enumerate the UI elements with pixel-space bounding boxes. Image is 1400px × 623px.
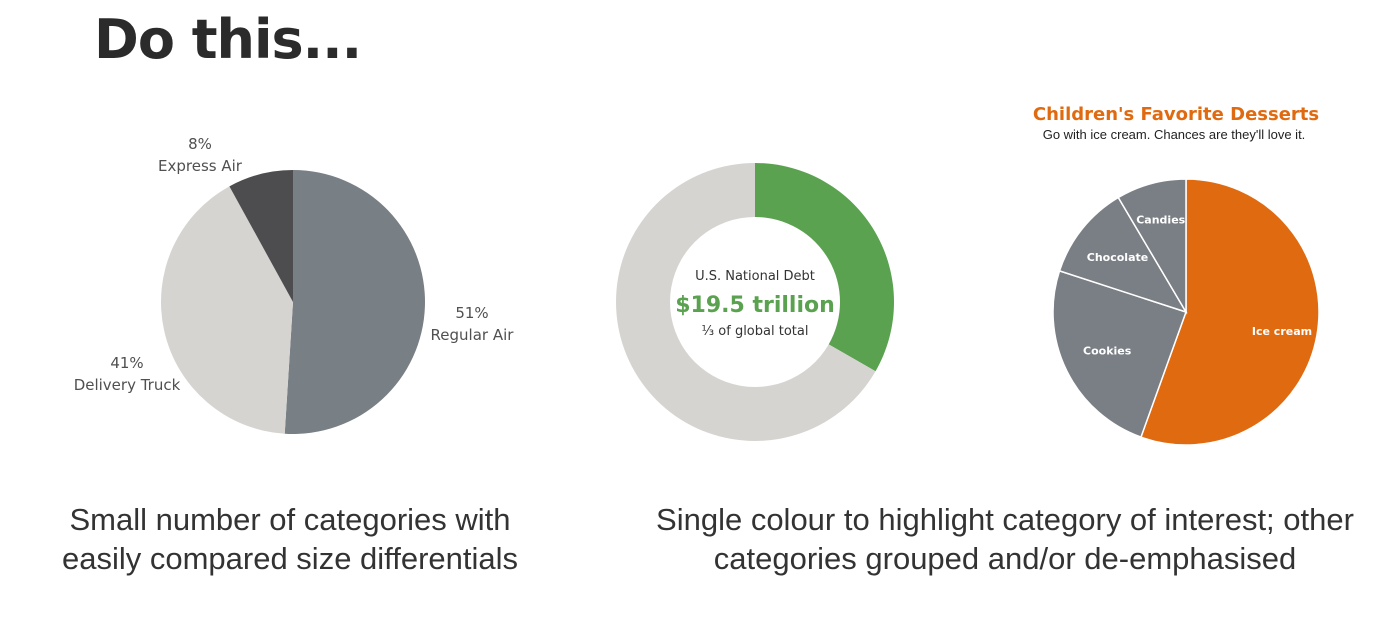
pie-label-cookies: Cookies: [1083, 345, 1132, 358]
desserts-chart-subtitle: Go with ice cream. Chances are they'll l…: [1043, 127, 1306, 142]
pie-percent-label-delivery-truck: 41%: [110, 354, 143, 372]
desserts-chart-title: Children's Favorite Desserts: [1033, 104, 1319, 125]
pie-percent-label-regular-air: 51%: [455, 304, 488, 322]
donut-title: U.S. National Debt: [695, 269, 815, 284]
donut-slice-rest-of-world: [616, 163, 876, 441]
donut-slice-u-s: [755, 163, 894, 372]
pie-category-label-delivery-truck: Delivery Truck: [74, 376, 181, 394]
donut-center-note: ⅓ of global total: [702, 324, 809, 339]
pie-slice-chocolate: [1058, 196, 1188, 314]
pie-label-candies: Candies: [1136, 214, 1185, 227]
pie-slice-cookies: [1052, 269, 1187, 439]
donut-center-value: $19.5 trillion: [675, 293, 835, 318]
pie-slice-ice-cream: [1139, 178, 1320, 446]
pie-slice-express-air: [229, 170, 293, 302]
pie-category-label-regular-air: Regular Air: [431, 326, 515, 344]
pie-slice-regular-air: [284, 170, 425, 434]
caption-left-line-1: Small number of categories with: [69, 502, 511, 537]
slide-heading: Do this...: [94, 8, 362, 71]
shipping-mode-pie-chart: 51% Regular Air 41% Delivery Truck 8% Express…: [74, 135, 515, 434]
caption-right: Single colour to highlight category of i…: [620, 500, 1390, 578]
desserts-pie-chart: Children's Favorite Desserts Go with ice …: [1033, 104, 1320, 446]
national-debt-donut-chart: U.S. National Debt $19.5 trillion ⅓ of glo…: [616, 163, 894, 441]
caption-right-line-1: Single colour to highlight category of i…: [656, 502, 1354, 537]
caption-left: Small number of categories with easily c…: [20, 500, 560, 578]
pie-label-ice-cream: Ice cream: [1252, 325, 1312, 338]
pie-slice-candies: [1117, 178, 1187, 315]
caption-left-line-2: easily compared size differentials: [61, 541, 519, 576]
pie-category-label-express-air: Express Air: [158, 157, 243, 175]
pie-label-chocolate: Chocolate: [1087, 251, 1148, 264]
pie-slice-delivery-truck: [160, 186, 293, 434]
caption-right-line-2: categories grouped and/or de-emphasised: [713, 541, 1297, 576]
pie-percent-label-express-air: 8%: [188, 135, 212, 153]
